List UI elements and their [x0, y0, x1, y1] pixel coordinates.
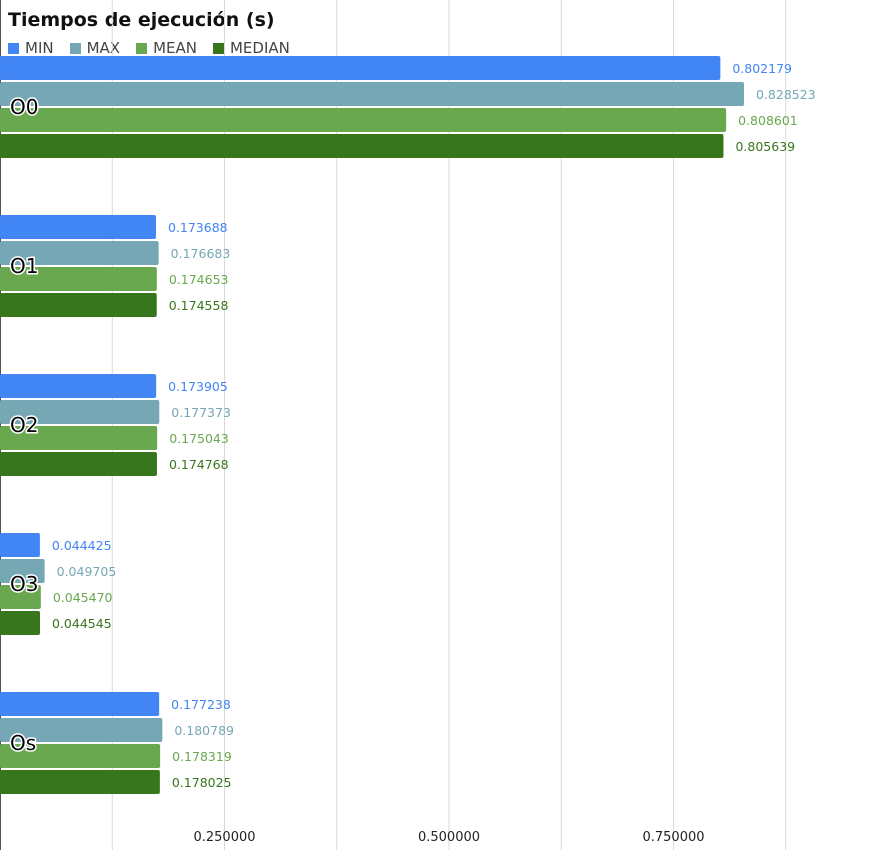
legend-label: MAX — [86, 39, 121, 57]
bar — [0, 718, 163, 742]
legend-item: MEDIAN — [212, 39, 290, 57]
bar — [0, 611, 41, 635]
data-label: 0.044545 — [52, 616, 112, 631]
data-label: 0.180789 — [174, 723, 234, 738]
legend-swatch — [8, 42, 19, 54]
data-label: 0.175043 — [169, 431, 229, 446]
chart-title: Tiempos de ejecución (s) — [8, 9, 275, 31]
data-label: 0.049705 — [57, 564, 117, 579]
data-label: 0.828523 — [756, 87, 816, 102]
data-label: 0.808601 — [738, 113, 798, 128]
bar — [0, 56, 721, 80]
legend-item: MIN — [8, 39, 54, 57]
bar — [0, 533, 40, 557]
data-label: 0.173688 — [168, 220, 228, 235]
bar — [0, 585, 41, 609]
data-label: 0.802179 — [732, 61, 792, 76]
data-label: 0.044425 — [52, 538, 112, 553]
category-label: O3 — [10, 572, 38, 596]
category-label: O0 — [10, 95, 38, 119]
legend-label: MEDIAN — [229, 39, 290, 57]
x-tick-label: 0.500000 — [418, 830, 480, 845]
data-label: 0.174558 — [169, 298, 229, 313]
bar — [0, 267, 157, 291]
bar — [0, 108, 727, 132]
data-label: 0.174653 — [169, 272, 229, 287]
data-label: 0.177373 — [171, 405, 231, 420]
legend: MIN MAX MEAN MEDIAN — [8, 39, 290, 57]
data-label: 0.178025 — [172, 775, 232, 790]
data-label: 0.178319 — [172, 749, 232, 764]
bar — [0, 134, 724, 158]
x-tick-label: 0.250000 — [193, 830, 255, 845]
legend-item: MAX — [69, 39, 121, 57]
data-label: 0.176683 — [171, 246, 231, 261]
data-label: 0.045470 — [53, 590, 113, 605]
category-label: O2 — [10, 413, 38, 437]
bar — [0, 400, 160, 424]
data-label: 0.173905 — [168, 379, 228, 394]
bar — [0, 241, 159, 265]
bar — [0, 82, 745, 106]
bar — [0, 452, 157, 476]
legend-item: MEAN — [136, 39, 197, 57]
bar — [0, 293, 157, 317]
bar — [0, 770, 160, 794]
bar — [0, 744, 161, 768]
data-label: 0.174768 — [169, 457, 229, 472]
category-label: O1 — [10, 254, 38, 278]
x-tick-label: 0.750000 — [642, 830, 704, 845]
data-label: 0.805639 — [735, 139, 795, 154]
data-label: 0.177238 — [171, 697, 231, 712]
category-label: Os — [10, 731, 36, 755]
legend-label: MIN — [25, 39, 54, 57]
bar — [0, 559, 45, 583]
legend-swatch — [136, 42, 148, 54]
bar — [0, 692, 160, 716]
legend-swatch — [69, 42, 81, 54]
bar — [0, 374, 157, 398]
legend-label: MEAN — [153, 39, 197, 57]
bar — [0, 426, 158, 450]
legend-swatch — [212, 42, 224, 54]
bar — [0, 215, 156, 239]
